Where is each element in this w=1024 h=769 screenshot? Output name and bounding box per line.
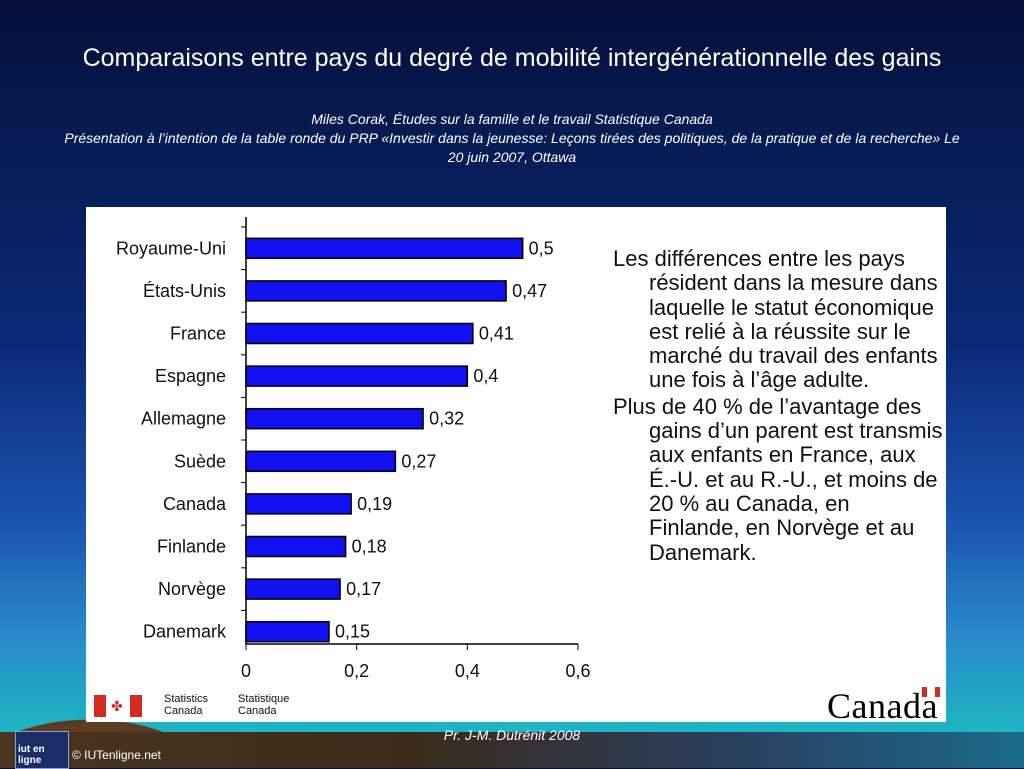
value-label: 0,41 xyxy=(479,324,514,344)
wordmark-flag-icon xyxy=(922,687,940,697)
category-label: France xyxy=(170,324,226,344)
category-label: Suède xyxy=(174,451,226,471)
category-label: Norvège xyxy=(158,579,226,599)
x-tick-label: 0,4 xyxy=(455,661,480,681)
slide-subtitle: Miles Corak, Études sur la famille et le… xyxy=(60,110,964,167)
iut-logo-text: iut en ligne xyxy=(18,744,45,766)
bar xyxy=(245,407,424,430)
canada-flag-icon: ✤ xyxy=(94,695,142,717)
statistique-canada-label: Statistique Canada xyxy=(238,693,290,717)
value-label: 0,19 xyxy=(357,494,392,514)
explanation-paragraph-1: Les différences entre les pays résident … xyxy=(613,246,938,393)
background-ground xyxy=(0,732,1024,768)
canada-wordmark: Canada xyxy=(827,685,940,727)
value-label: 0,18 xyxy=(352,537,387,557)
canada-wordmark-text: Canada xyxy=(827,686,938,726)
value-label: 0,32 xyxy=(429,409,464,429)
category-label: Canada xyxy=(163,494,227,514)
bar xyxy=(245,535,347,558)
bar xyxy=(245,365,469,387)
bar-chart: Royaume-Uni 0,5 États-Unis 0,47 France 0,41 Es… xyxy=(116,217,591,681)
category-label: Finlande xyxy=(157,537,226,557)
chart-panel: Royaume-Uni 0,5 États-Unis 0,47 France 0,41 Es… xyxy=(86,207,946,726)
bar xyxy=(245,322,474,345)
value-label: 0,5 xyxy=(529,238,554,258)
category-label: Allemagne xyxy=(141,409,226,429)
explanation-text: Les différences entre les pays résident … xyxy=(613,246,943,567)
slide-footer: Pr. J-M. Dutrénit 2008 xyxy=(443,727,581,743)
value-label: 0,15 xyxy=(335,622,370,642)
bar xyxy=(245,578,341,600)
copyright: © IUTenligne.net xyxy=(72,748,161,762)
subtitle-presentation: Présentation à l’intention de la table r… xyxy=(64,130,960,165)
x-tick-label: 0 xyxy=(241,661,251,681)
category-label: Espagne xyxy=(155,366,226,386)
category-label: Royaume-Uni xyxy=(116,238,226,258)
value-label: 0,4 xyxy=(473,366,498,386)
subtitle-source: Miles Corak, Études sur la famille et le… xyxy=(311,111,713,127)
value-label: 0,27 xyxy=(401,451,436,471)
value-label: 0,17 xyxy=(346,579,381,599)
value-label: 0,47 xyxy=(512,281,547,301)
category-label: États-Unis xyxy=(143,281,226,301)
bar xyxy=(245,237,524,260)
explanation-paragraph-2: Plus de 40 % de l’avantage des gains d’u… xyxy=(613,393,943,565)
bar xyxy=(245,280,507,302)
iut-logo: iut en ligne xyxy=(15,731,69,769)
x-tick-label: 0,2 xyxy=(344,661,369,681)
category-label: Danemark xyxy=(143,622,227,642)
slide-title: Comparaisons entre pays du degré de mobi… xyxy=(82,44,942,72)
statistics-canada-label: Statistics Canada xyxy=(164,693,209,717)
bar xyxy=(245,620,330,643)
x-tick-label: 0,6 xyxy=(565,661,590,681)
bar xyxy=(245,493,352,515)
bar xyxy=(245,450,397,473)
